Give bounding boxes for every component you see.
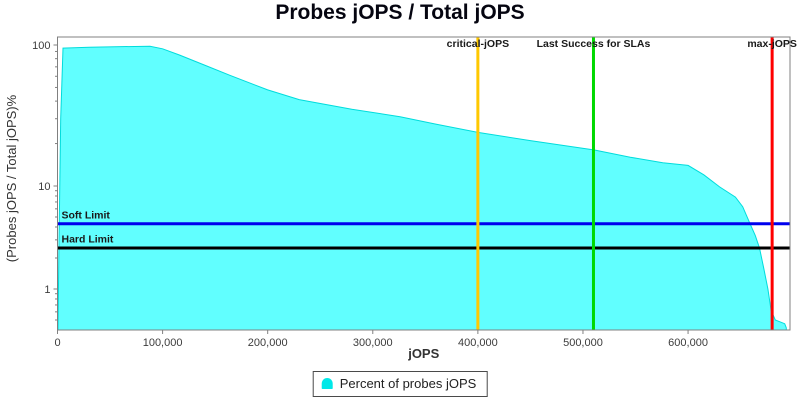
x-tick-label: 500,000 — [563, 337, 603, 349]
legend-label: Percent of probes jOPS — [339, 376, 477, 391]
critical-jops-label: critical-jOPS — [447, 38, 509, 50]
max-jops-label: max-jOPS — [747, 38, 797, 50]
y-axis-label: (Probes jOPS / Total jOPS)% — [4, 94, 19, 262]
chart-title: Probes jOPS / Total jOPS — [275, 1, 525, 24]
last-success-slas-label: Last Success for SLAs — [537, 38, 651, 50]
legend-area-swatch-icon — [321, 378, 333, 389]
x-tick-label: 400,000 — [458, 337, 498, 349]
x-tick-label: 200,000 — [248, 337, 288, 349]
x-tick-label: 100,000 — [143, 337, 183, 349]
x-tick-label: 0 — [54, 337, 60, 349]
hard-limit-label: Hard Limit — [62, 234, 114, 246]
y-tick-label: 10 — [38, 181, 50, 193]
x-axis-label: jOPS — [407, 346, 439, 361]
plot-border — [57, 36, 791, 331]
x-tick-label: 300,000 — [353, 337, 393, 349]
y-tick-label: 100 — [32, 40, 50, 52]
x-tick-label: 600,000 — [668, 337, 708, 349]
soft-limit-label: Soft Limit — [62, 209, 111, 221]
probes-area-series — [57, 45, 787, 331]
y-tick-label: 1 — [44, 284, 50, 296]
legend: Percent of probes jOPS — [312, 371, 488, 397]
